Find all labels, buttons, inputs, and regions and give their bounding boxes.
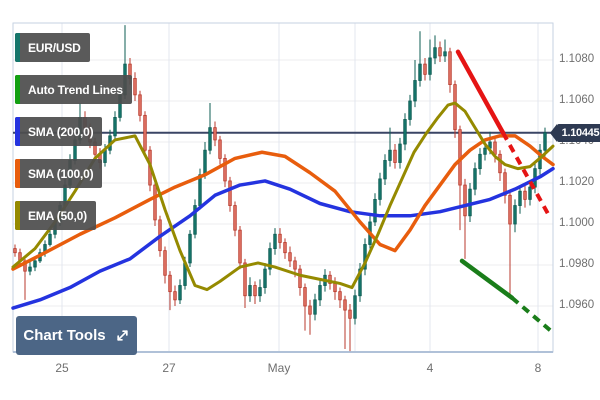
price-tick-label: 1.0980 — [559, 258, 595, 270]
time-tick-label: 27 — [162, 361, 176, 375]
indicator-lines — [11, 101, 555, 310]
chart-tools-label: Chart Tools — [23, 327, 106, 344]
legend-item-label: EUR/USD — [28, 40, 81, 55]
price-tick-label: 1.1080 — [559, 53, 595, 65]
indicator-legend: EUR/USD Auto Trend Lines SMA (200,0) SMA… — [15, 33, 132, 230]
auto-trend-resistance-solid — [455, 49, 506, 136]
chart-tools-button[interactable]: Chart Tools — [16, 316, 137, 355]
current-price-value: 1.10445 — [561, 126, 600, 139]
time-tick-label: May — [267, 361, 291, 375]
legend-item-symbol[interactable]: EUR/USD — [15, 33, 90, 62]
auto-trend-resistance-dashed — [501, 131, 550, 215]
time-tick-label: 8 — [534, 361, 542, 375]
legend-item-label: SMA (200,0) — [28, 124, 94, 139]
legend-color-swatch — [15, 201, 20, 230]
price-tick-label: 1.1020 — [559, 176, 595, 188]
expand-arrows-icon — [116, 330, 128, 341]
legend-item-label: EMA (50,0) — [28, 208, 87, 223]
price-tick-label: 1.1000 — [559, 217, 595, 229]
trend-lines — [455, 49, 555, 335]
legend-color-swatch — [15, 33, 20, 62]
legend-item-auto-trend-lines[interactable]: Auto Trend Lines — [15, 75, 132, 104]
time-tick-label: 4 — [426, 361, 434, 375]
indicator-line-ema50 — [11, 101, 555, 292]
legend-item-label: Auto Trend Lines — [28, 82, 123, 97]
indicator-line-sma200 — [11, 166, 555, 310]
legend-item-label: SMA (100,0) — [28, 166, 94, 181]
auto-trend-support-dashed — [510, 296, 555, 335]
price-tick-label: 1.1060 — [559, 94, 595, 106]
legend-color-swatch — [15, 117, 20, 146]
auto-trend-support-solid — [459, 258, 515, 301]
legend-item-sma100[interactable]: SMA (100,0) — [15, 159, 103, 188]
current-price-tag: 1.10445 — [557, 123, 600, 142]
legend-color-swatch — [15, 75, 20, 104]
time-tick-label: 25 — [55, 361, 69, 375]
legend-color-swatch — [15, 159, 20, 188]
indicator-line-sma100 — [11, 134, 555, 271]
candles-layer — [13, 25, 547, 352]
legend-item-ema50[interactable]: EMA (50,0) — [15, 201, 96, 230]
price-tick-label: 1.0960 — [559, 299, 595, 311]
legend-item-sma200[interactable]: SMA (200,0) — [15, 117, 103, 146]
